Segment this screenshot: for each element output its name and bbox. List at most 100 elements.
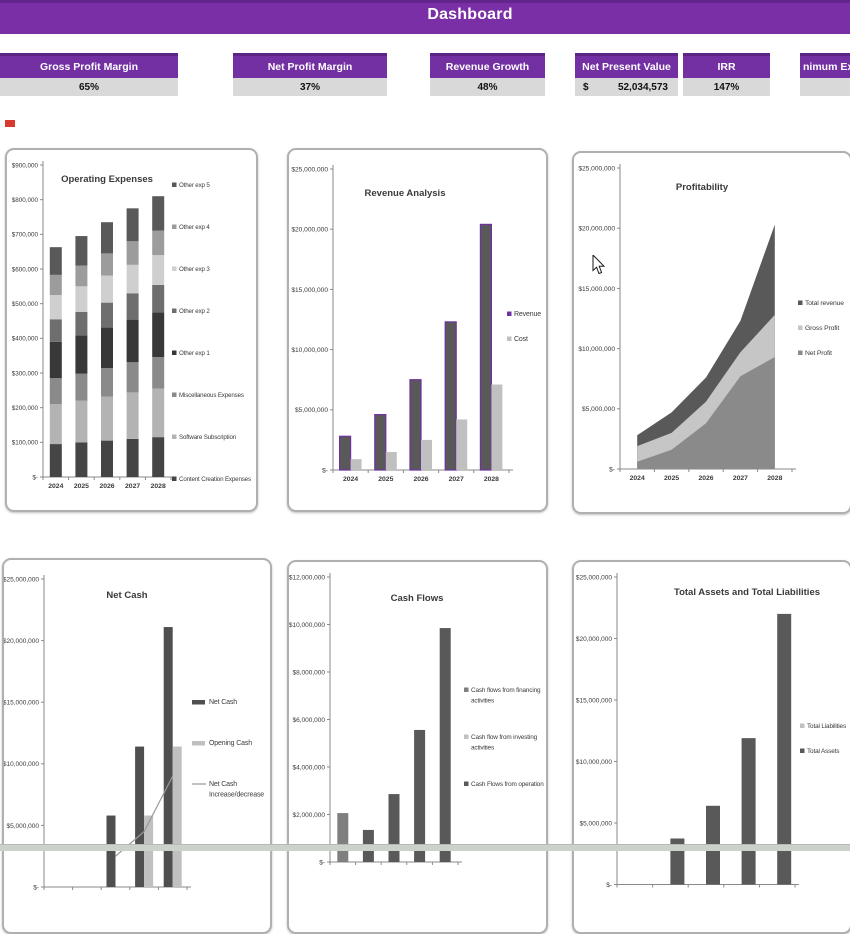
y-tick-label: $25,000,000	[4, 576, 39, 583]
legend-label: Other exp 5	[179, 182, 210, 189]
y-tick-label: $-	[33, 884, 39, 891]
bar-segment	[75, 442, 88, 477]
bar-segment	[49, 444, 62, 477]
x-tick-label: 2027	[733, 475, 748, 482]
bar-segment	[75, 286, 88, 312]
y-tick-label: $5,000,000	[6, 823, 39, 830]
x-tick-label: 2024	[48, 483, 63, 490]
bar-segment	[152, 312, 165, 358]
legend-marker	[172, 350, 177, 355]
y-tick-label: $900,000	[12, 162, 39, 169]
chart-title: Total Assets and Total Liabilities	[674, 587, 820, 598]
bar-segment	[49, 341, 62, 379]
kpi-card-irr[interactable]: IRR 147%	[683, 53, 770, 96]
kpi-value: 37%	[233, 78, 387, 96]
bar-segment	[75, 311, 88, 336]
bar-segment	[49, 295, 62, 320]
y-tick-label: $4,000,000	[292, 764, 325, 771]
chart-title: Revenue Analysis	[365, 188, 446, 199]
legend-label: Net Cash	[209, 781, 237, 788]
y-tick-label: $200,000	[12, 405, 39, 412]
bar-segment	[126, 392, 139, 439]
chart-panel-operating-expenses[interactable]: $- $100,000 $200,000 $300,000 $400,000 $500,0…	[5, 148, 258, 512]
x-tick-label: 2028	[767, 475, 782, 482]
plot-area	[337, 628, 451, 862]
y-tick-label: $2,000,000	[292, 812, 325, 819]
dashboard-banner: Dashboard	[0, 0, 850, 34]
kpi-number: 52,034,573	[617, 81, 668, 93]
total-assets-and-total-liabilities-chart: $- $5,000,000 $10,000,000 $15,000,000 $20,00…	[576, 573, 846, 889]
chart-title: Net Cash	[106, 590, 147, 601]
cash-flows-chart: $- $2,000,000 $4,000,000 $6,000,000 $8,000,0…	[289, 573, 544, 866]
legend-marker	[172, 266, 177, 271]
kpi-card-net-present-value[interactable]: Net Present Value $52,034,573	[575, 53, 678, 96]
chart-title: Cash Flows	[391, 593, 444, 604]
bar-segment	[101, 368, 113, 397]
bar-segment	[75, 236, 88, 266]
x-tick-label: 2024	[343, 476, 358, 483]
kpi-card-revenue-growth[interactable]: Revenue Growth 48%	[430, 53, 545, 96]
legend-label: Other exp 3	[179, 266, 210, 273]
bar-segment	[126, 319, 139, 363]
bar-segment	[49, 378, 62, 405]
legend-label: activities	[471, 745, 494, 752]
x-tick-label: 2027	[449, 476, 464, 483]
x-tick-label: 2025	[74, 483, 89, 490]
y-tick-label: $100,000	[12, 440, 39, 447]
bar	[741, 738, 756, 885]
bar	[144, 815, 154, 887]
kpi-value: $52,034,573	[575, 78, 678, 96]
bar-segment	[152, 284, 165, 313]
legend-label: Cash Flows from operation	[471, 781, 544, 788]
kpi-card-minimum-expected[interactable]: nimum Expec	[800, 53, 850, 96]
chart-panel-profitability[interactable]: $- $5,000,000 $10,000,000 $15,000,000 $20,00…	[572, 151, 850, 514]
y-tick-label: $10,000,000	[578, 346, 615, 353]
legend-label: activities	[471, 698, 494, 705]
y-tick-label: $5,000,000	[579, 820, 612, 827]
legend-label: Other exp 1	[179, 350, 210, 357]
legend-label: Total Assets	[807, 748, 839, 755]
net-cash-chart: $- $5,000,000 $10,000,000 $15,000,000 $20,00…	[4, 575, 264, 891]
x-tick-label: 2026	[99, 483, 114, 490]
bar-segment	[101, 275, 113, 303]
bar-segment	[75, 373, 88, 401]
bar	[479, 223, 492, 471]
kpi-value: 147%	[683, 78, 770, 96]
legend-marker	[800, 748, 805, 753]
legend-marker	[798, 300, 803, 305]
legend-marker	[464, 734, 469, 739]
bar-segment	[101, 440, 113, 477]
bar	[491, 384, 503, 470]
red-cell-marker	[5, 120, 15, 127]
legend-label: Content Creation Expenses	[179, 476, 251, 483]
banner-top-edge	[0, 0, 850, 3]
chart-panel-revenue-analysis[interactable]: $- $5,000,000 $10,000,000 $15,000,000 $20,00…	[287, 148, 548, 512]
chart-panel-total-assets-liabilities[interactable]: $- $5,000,000 $10,000,000 $15,000,000 $20,00…	[572, 560, 850, 934]
chart-panel-cash-flows[interactable]: $- $2,000,000 $4,000,000 $6,000,000 $8,000,0…	[287, 560, 548, 934]
legend: Cash flows from financing activities Cash …	[464, 687, 544, 788]
legend-marker	[172, 434, 177, 439]
x-tick-label: 2025	[664, 475, 679, 482]
y-tick-label: $20,000,000	[578, 226, 615, 233]
kpi-label: IRR	[683, 53, 770, 78]
legend-label: Net Profit	[805, 350, 832, 357]
kpi-card-net-profit-margin[interactable]: Net Profit Margin 37%	[233, 53, 387, 96]
legend: Net Cash Opening Cash Net Cash Increase/dec…	[192, 699, 264, 799]
kpi-card-gross-profit-margin[interactable]: Gross Profit Margin 65%	[0, 53, 178, 96]
y-tick-label: $12,000,000	[289, 574, 325, 581]
legend-marker	[464, 781, 469, 786]
bar	[456, 419, 468, 470]
kpi-label: Net Profit Margin	[233, 53, 387, 78]
bar-segment	[101, 302, 113, 328]
currency-prefix: $	[583, 81, 589, 93]
bar-segment	[101, 396, 113, 441]
kpi-value: 48%	[430, 78, 545, 96]
y-tick-label: $25,000,000	[578, 165, 615, 172]
y-tick-label: $10,000,000	[291, 347, 328, 354]
y-tick-label: $10,000,000	[4, 761, 39, 768]
legend-label: Opening Cash	[209, 740, 252, 747]
y-tick-label: $5,000,000	[582, 406, 615, 413]
chart-panel-net-cash[interactable]: $- $5,000,000 $10,000,000 $15,000,000 $20,00…	[2, 558, 272, 934]
bar-segment	[49, 247, 62, 275]
bar-segment	[75, 400, 88, 443]
